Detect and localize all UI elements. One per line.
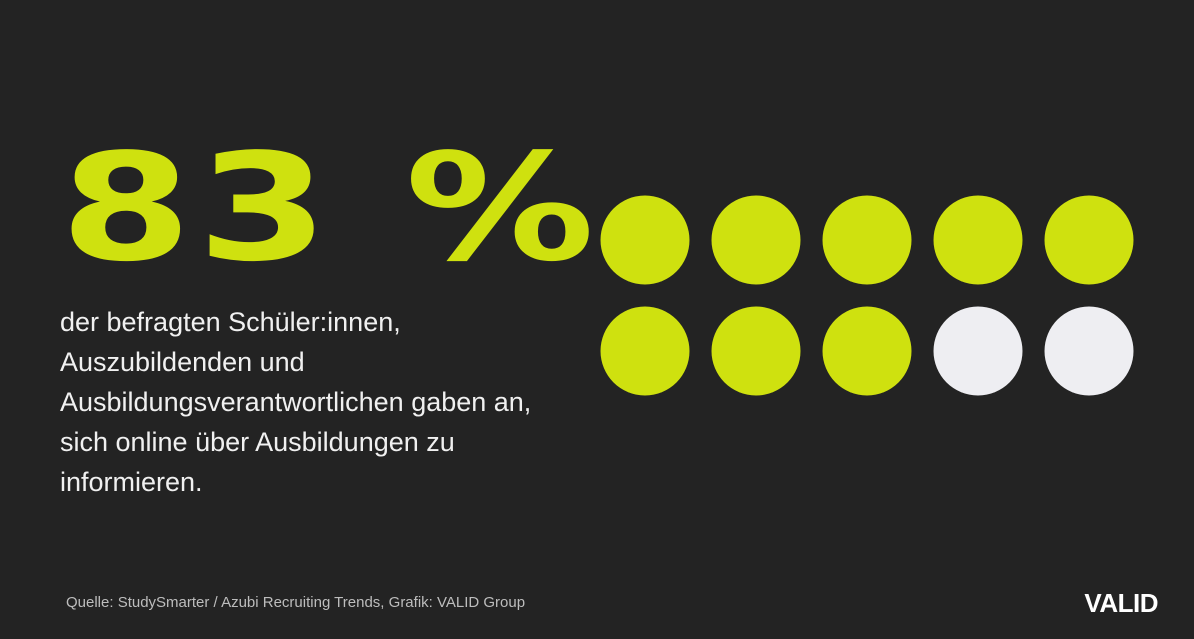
dot-filled bbox=[711, 195, 801, 285]
dot-empty bbox=[933, 306, 1023, 396]
dot-empty bbox=[1044, 306, 1134, 396]
dot-matrix-chart bbox=[600, 195, 1134, 396]
source-credit: Quelle: StudySmarter / Azubi Recruiting … bbox=[66, 594, 526, 611]
dot-filled bbox=[822, 195, 912, 285]
description-text: der befragten Schüler:innen, Auszubilden… bbox=[60, 307, 532, 497]
dot-filled bbox=[822, 306, 912, 396]
dot-filled bbox=[600, 306, 690, 396]
dot-filled bbox=[933, 195, 1023, 285]
dot-filled bbox=[1044, 195, 1134, 285]
brand-logo: VALID bbox=[1084, 588, 1158, 618]
headline-percentage: 83 % bbox=[60, 122, 600, 294]
dot-filled bbox=[600, 195, 690, 285]
dot-filled bbox=[711, 306, 801, 396]
